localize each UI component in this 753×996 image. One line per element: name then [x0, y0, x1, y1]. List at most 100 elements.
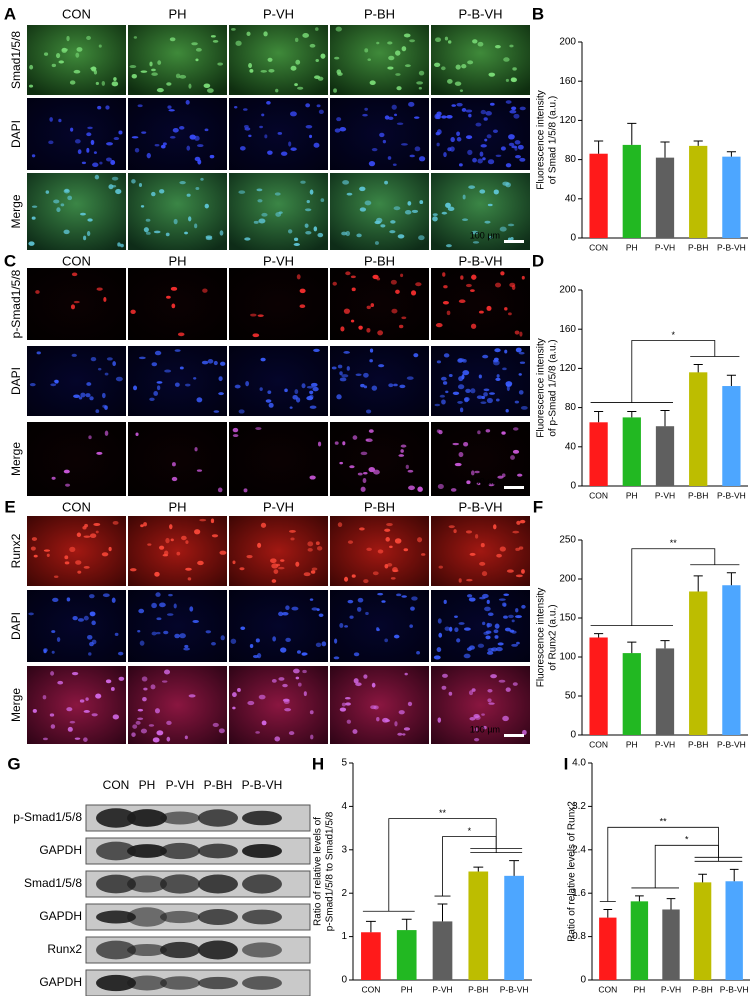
cell — [232, 692, 237, 698]
cell — [358, 325, 363, 330]
cell — [210, 518, 215, 524]
y-tick-label: 120 — [559, 115, 576, 126]
cell — [434, 403, 441, 407]
cell — [174, 349, 181, 352]
micrograph — [128, 346, 227, 416]
cell — [77, 618, 85, 622]
cell — [400, 273, 404, 278]
cell — [487, 698, 492, 703]
cell — [517, 144, 524, 150]
cell — [512, 530, 520, 534]
cell — [317, 441, 322, 447]
micrograph — [128, 98, 227, 170]
cell — [205, 235, 213, 239]
micrograph — [431, 346, 530, 416]
cell — [363, 372, 369, 378]
cell — [310, 734, 314, 740]
cell — [482, 157, 486, 161]
cell — [482, 725, 487, 730]
cell — [408, 101, 415, 107]
cell — [185, 100, 190, 105]
micrograph — [431, 25, 530, 95]
cell — [441, 211, 448, 215]
cell — [359, 527, 365, 531]
cell — [213, 360, 218, 366]
cell — [448, 691, 453, 696]
cell — [245, 381, 250, 387]
significance-label: * — [672, 330, 676, 340]
cell — [457, 384, 465, 390]
cell — [487, 203, 493, 207]
cell — [513, 113, 520, 119]
cell — [95, 409, 100, 414]
cell — [212, 39, 219, 43]
column-label: P-VH — [263, 6, 294, 21]
cell — [509, 44, 514, 48]
cell — [470, 323, 477, 329]
cell — [218, 376, 223, 382]
cell — [487, 612, 494, 616]
micrograph — [330, 346, 429, 416]
cell — [105, 105, 110, 110]
error-bar — [660, 141, 670, 158]
error-bar — [594, 140, 604, 154]
x-tick-label: P-B-VH — [500, 984, 529, 994]
cell — [153, 391, 159, 396]
cell — [402, 733, 406, 736]
cell — [87, 634, 93, 640]
cell — [450, 488, 457, 492]
cell — [255, 638, 260, 643]
bar — [622, 144, 641, 238]
cell — [257, 314, 264, 318]
cell — [184, 231, 188, 235]
cell — [492, 129, 498, 133]
cell — [471, 230, 479, 235]
cell — [50, 383, 57, 387]
cell — [313, 226, 318, 232]
row-label: Smad1/5/8 — [24, 876, 82, 890]
cell — [156, 381, 163, 384]
row-label: GAPDH — [39, 975, 82, 989]
cell — [135, 720, 141, 725]
cell — [203, 83, 211, 88]
y-tick-label: 1.6 — [572, 888, 586, 899]
band — [96, 974, 136, 992]
cell — [341, 374, 349, 378]
cell — [452, 442, 459, 446]
cell — [102, 404, 107, 408]
cell — [404, 672, 408, 676]
cell — [461, 64, 467, 69]
cell — [91, 639, 97, 645]
cell — [414, 116, 420, 119]
cell — [191, 42, 198, 46]
cell — [194, 529, 201, 535]
cell — [260, 522, 267, 528]
cell — [505, 687, 511, 692]
cell — [345, 271, 351, 276]
cell — [305, 231, 312, 235]
cell — [511, 619, 515, 623]
band — [127, 844, 167, 858]
cell — [179, 633, 186, 639]
error-bar — [627, 641, 637, 654]
cell — [162, 142, 167, 146]
error-bar — [594, 411, 604, 423]
cell — [152, 737, 160, 743]
cell — [511, 643, 518, 647]
cell — [90, 66, 97, 72]
y-axis-label: Fluorescence intensity — [536, 338, 547, 438]
cell — [458, 452, 464, 458]
cell — [138, 182, 143, 188]
cell — [153, 230, 161, 234]
cell — [291, 606, 299, 611]
cell — [387, 563, 393, 567]
significance-label: * — [468, 826, 472, 836]
cell — [179, 74, 187, 79]
band — [96, 841, 136, 861]
cell — [333, 88, 337, 93]
cell — [76, 532, 82, 537]
cell — [309, 134, 313, 139]
significance-bracket — [599, 826, 743, 902]
cell — [476, 395, 483, 400]
